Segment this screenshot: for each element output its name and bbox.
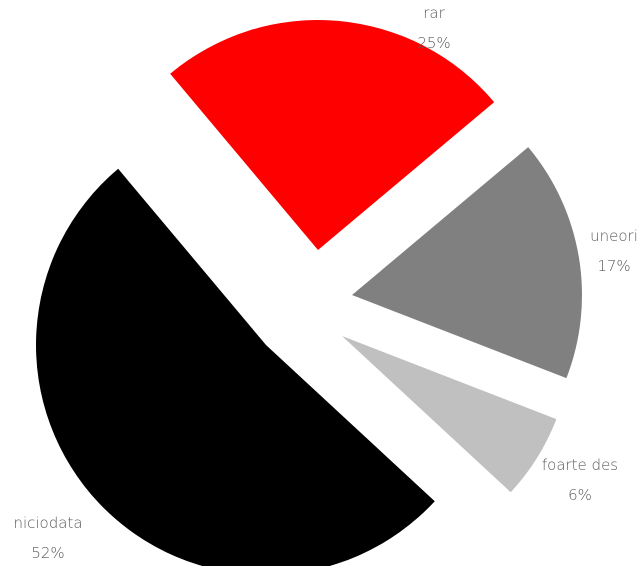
slice-percent-label: 17% bbox=[597, 257, 630, 275]
slice-percent-label: 25% bbox=[417, 34, 450, 52]
slice-label: foarte des bbox=[542, 456, 618, 474]
slice-label: uneori bbox=[590, 227, 638, 245]
pie-slice-niciodata bbox=[35, 168, 435, 566]
slice-percent-label: 52% bbox=[31, 544, 64, 562]
slice-percent-label: 6% bbox=[568, 486, 592, 504]
slice-label: niciodata bbox=[13, 514, 82, 532]
pie-slice-rar bbox=[170, 20, 495, 251]
pie-slice-uneori bbox=[352, 147, 582, 379]
pie-slice-foarte-des bbox=[342, 336, 557, 493]
slice-label: rar bbox=[423, 4, 445, 22]
